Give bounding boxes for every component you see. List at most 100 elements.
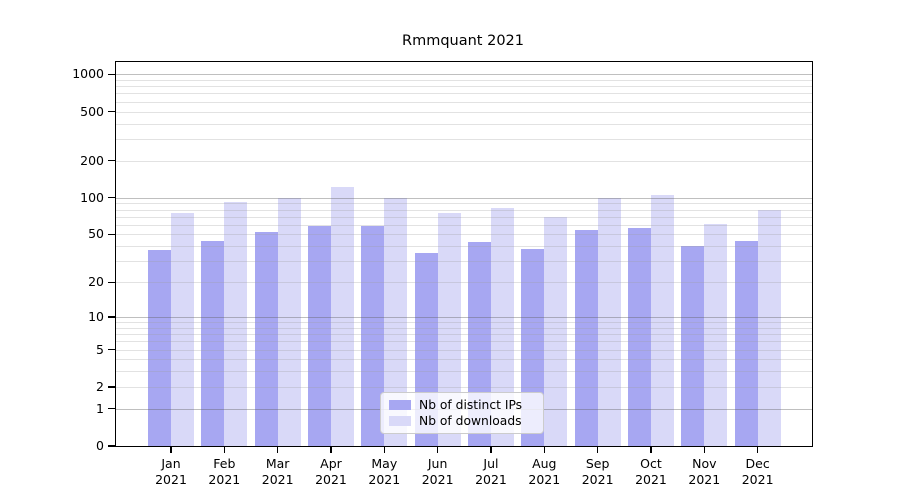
gridline-major [116, 316, 812, 318]
y-tick-label: 500 [80, 103, 104, 119]
x-tick-label: Dec 2021 [741, 456, 774, 488]
x-tick [650, 446, 652, 453]
x-tick-label: Sep 2021 [581, 456, 614, 488]
y-tick [108, 445, 115, 447]
bar-downloads-mar [277, 197, 301, 446]
bar-downloads-feb [224, 202, 248, 446]
legend-label-distinct-ips: Nb of distinct IPs [419, 398, 523, 412]
gridline-minor [116, 341, 812, 343]
gridline-minor [116, 203, 812, 205]
bar-distinct-ips-may [361, 225, 385, 446]
legend-swatch-distinct-ips [389, 400, 411, 410]
x-tick [703, 446, 705, 453]
y-tick [108, 386, 115, 388]
gridline-minor [116, 101, 812, 103]
gridline-major [116, 197, 812, 199]
gridline-major [116, 74, 812, 76]
gridline-minor [116, 349, 812, 351]
legend-item-downloads: Nb of downloads [389, 414, 535, 428]
x-tick-label: Aug 2021 [528, 456, 561, 488]
legend-item-distinct-ips: Nb of distinct IPs [389, 398, 535, 412]
bar-downloads-oct [650, 194, 674, 446]
x-tick-label: Jun 2021 [421, 456, 454, 488]
y-tick-label: 0 [96, 438, 104, 453]
y-tick-label: 100 [80, 189, 104, 205]
gridline-minor [116, 334, 812, 336]
gridline-minor [116, 224, 812, 226]
gridline-minor [116, 261, 812, 263]
gridline-minor [116, 79, 812, 81]
bar-distinct-ips-feb [201, 241, 225, 446]
x-tick-label: Apr 2021 [315, 456, 347, 488]
bar-distinct-ips-mar [254, 232, 278, 446]
gridline-minor [116, 234, 812, 236]
bar-distinct-ips-oct [627, 228, 651, 446]
bar-distinct-ips-sep [574, 230, 598, 446]
bar-distinct-ips-apr [307, 225, 331, 446]
y-tick-label: 1 [96, 400, 104, 416]
bar-downloads-jan [171, 213, 194, 446]
bar-downloads-sep [597, 197, 621, 446]
y-tick-label: 50 [88, 226, 104, 242]
gridline-minor [116, 359, 812, 361]
bar-downloads-jun [437, 213, 461, 446]
bar-downloads-nov [704, 223, 728, 446]
gridline-minor [116, 216, 812, 218]
gridline-minor [116, 327, 812, 329]
gridline-minor [116, 111, 812, 113]
bar-downloads-jul [490, 208, 514, 446]
x-tick-label: Mar 2021 [261, 456, 294, 488]
x-tick [756, 446, 759, 453]
gridline-minor [116, 209, 812, 211]
gridline-minor [116, 160, 812, 162]
gridline-minor [116, 138, 812, 140]
gridline-minor [116, 93, 812, 95]
y-tick [108, 233, 115, 236]
legend: Nb of distinct IPs Nb of downloads [380, 392, 544, 434]
x-tick [276, 446, 279, 453]
y-tick [108, 159, 115, 162]
y-tick [108, 110, 115, 113]
x-tick-label: Nov 2021 [688, 456, 721, 488]
y-tick [108, 73, 115, 75]
bar-downloads-aug [544, 216, 568, 446]
x-tick [383, 446, 385, 453]
y-tick-label: 10 [88, 308, 104, 324]
x-tick [170, 446, 172, 453]
x-tick [436, 446, 439, 453]
gridline-minor [116, 386, 812, 388]
y-tick [108, 316, 115, 318]
y-tick-label: 20 [88, 274, 104, 290]
x-tick [596, 446, 599, 453]
x-tick [490, 446, 492, 453]
y-tick-label: 5 [96, 341, 104, 357]
y-tick [108, 408, 115, 410]
chart-title: Rmmquant 2021 [402, 33, 524, 49]
y-tick-label: 200 [80, 152, 104, 168]
x-tick-label: Jan 2021 [155, 456, 187, 488]
bar-distinct-ips-nov [681, 246, 705, 446]
y-tick [108, 348, 115, 351]
x-tick-label: Feb 2021 [208, 456, 241, 488]
gridline-minor [116, 246, 812, 248]
y-tick-label: 2 [96, 378, 104, 394]
gridline-minor [116, 86, 812, 88]
gridline-minor [116, 371, 812, 373]
legend-swatch-downloads [389, 416, 411, 426]
bar-distinct-ips-jan [148, 250, 171, 446]
legend-label-downloads: Nb of downloads [419, 414, 522, 428]
y-tick [108, 197, 115, 199]
gridline-minor [116, 282, 812, 284]
bar-distinct-ips-dec [734, 241, 758, 446]
gridline-minor [116, 322, 812, 324]
x-tick-label: Jul 2021 [475, 456, 507, 488]
bar-downloads-may [384, 197, 408, 446]
gridline-minor [116, 123, 812, 125]
x-tick-label: May 2021 [368, 456, 401, 488]
x-tick [330, 446, 332, 453]
bar-downloads-apr [330, 186, 354, 446]
x-tick [543, 446, 545, 453]
bar-downloads-dec [757, 210, 781, 446]
plot-area: 0 1 2 5 10 20 50 100 200 500 1000 Jan 2021 Feb 2021 Mar… [72, 61, 813, 487]
